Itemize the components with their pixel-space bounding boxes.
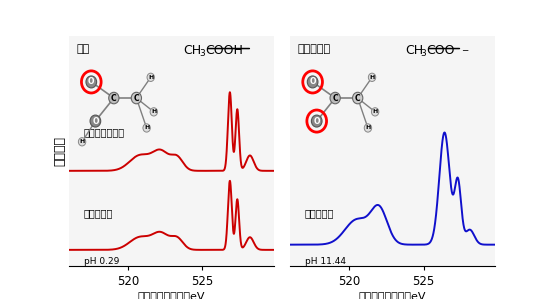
- Text: H: H: [151, 109, 156, 114]
- Text: pH 11.44: pH 11.44: [305, 257, 346, 266]
- Circle shape: [353, 92, 363, 104]
- Text: C: C: [134, 94, 139, 103]
- Text: H: H: [370, 75, 375, 80]
- Circle shape: [147, 73, 155, 81]
- Text: H: H: [372, 109, 378, 114]
- Text: CH: CH: [184, 44, 202, 57]
- Text: O: O: [88, 77, 95, 86]
- Text: 酢酸水溶液: 酢酸水溶液: [305, 208, 334, 218]
- Text: H: H: [148, 75, 153, 80]
- Circle shape: [307, 76, 318, 88]
- Circle shape: [90, 115, 101, 127]
- Text: C: C: [355, 94, 360, 103]
- Text: H: H: [365, 126, 371, 130]
- Text: C: C: [111, 94, 117, 103]
- Text: O: O: [314, 117, 320, 126]
- X-axis label: 発光エネルギー／eV: 発光エネルギー／eV: [359, 291, 426, 299]
- X-axis label: 発光エネルギー／eV: 発光エネルギー／eV: [138, 291, 205, 299]
- Text: 酢酸: 酢酸: [76, 44, 90, 54]
- Text: H: H: [144, 126, 149, 130]
- Y-axis label: 相対強度: 相対強度: [53, 136, 66, 166]
- Circle shape: [109, 92, 119, 104]
- Text: H: H: [79, 139, 85, 144]
- Circle shape: [330, 92, 340, 104]
- Circle shape: [311, 115, 322, 127]
- Text: COOH: COOH: [205, 44, 243, 57]
- Text: 3: 3: [199, 48, 205, 57]
- Circle shape: [143, 124, 150, 132]
- Text: O: O: [92, 117, 98, 126]
- Circle shape: [371, 108, 379, 116]
- Circle shape: [364, 124, 372, 132]
- Text: O: O: [309, 77, 316, 86]
- Text: $^{-}$: $^{-}$: [461, 48, 470, 60]
- Text: COO: COO: [426, 44, 455, 57]
- Text: 酢酸水溶液: 酢酸水溶液: [84, 208, 113, 218]
- Text: 3: 3: [420, 48, 426, 57]
- Circle shape: [79, 138, 86, 146]
- Text: 酢酸イオン: 酢酸イオン: [298, 44, 331, 54]
- Text: CH: CH: [405, 44, 423, 57]
- Circle shape: [131, 92, 141, 104]
- Circle shape: [150, 108, 157, 116]
- Text: pH 0.29: pH 0.29: [84, 257, 119, 266]
- Text: 純酢酸（液体）: 純酢酸（液体）: [84, 127, 125, 138]
- Circle shape: [368, 73, 376, 81]
- Text: C: C: [332, 94, 338, 103]
- Circle shape: [86, 76, 97, 88]
